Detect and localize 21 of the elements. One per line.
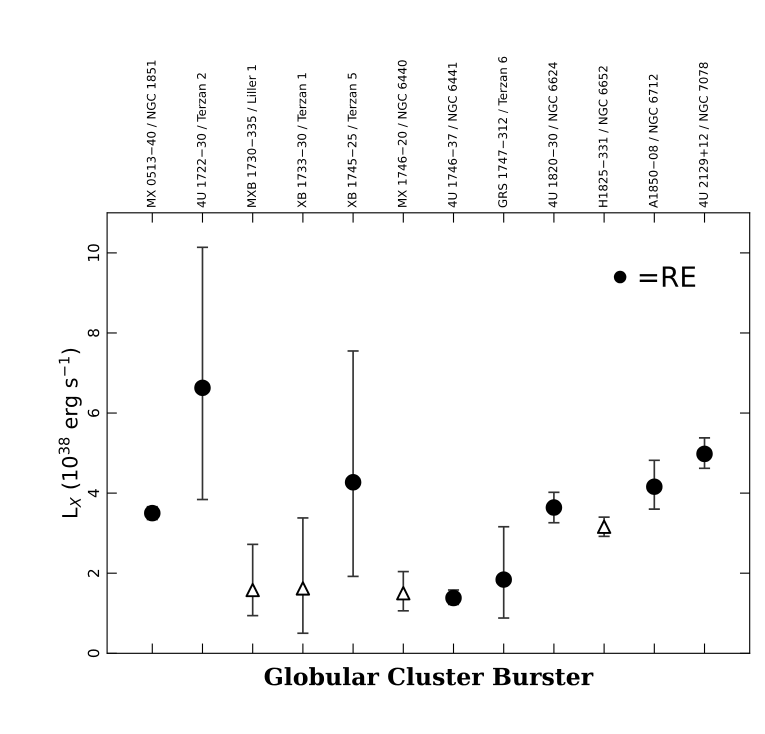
- x-axis-title: Globular Cluster Burster: [264, 667, 594, 686]
- x-tick-label: MX 1746−20 / NGC 6440: [398, 60, 408, 207]
- y-tick-label: 10: [88, 244, 100, 261]
- y-tick-label: 8: [88, 329, 100, 337]
- x-tick-label: 4U 1746−37 / NGC 6441: [448, 62, 458, 208]
- x-tick-label: 4U 1722−30 / Terzan 2: [196, 73, 207, 208]
- x-tick-label: XB 1745−25 / Terzan 5: [348, 73, 358, 208]
- y-tick-label: 0: [88, 649, 100, 658]
- legend-label: =RE: [640, 266, 696, 287]
- y-tick-label: 6: [88, 409, 100, 417]
- x-tick-label: XB 1733−30 / Terzan 1: [297, 73, 308, 208]
- x-tick-label: MX 0513−40 / NGC 1851: [146, 60, 157, 207]
- y-tick-label: 2: [88, 570, 100, 577]
- x-tick-label: MXB 1730−335 / Liller 1: [246, 65, 258, 207]
- x-tick-label: A1850−08 / NGC 6712: [648, 74, 659, 208]
- y-tick-label: 4: [88, 489, 100, 498]
- x-tick-label: GRS 1747−312 / Terzan 6: [498, 56, 508, 208]
- x-tick-label: H1825−331 / NGC 6652: [598, 66, 608, 207]
- x-tick-label: 4U 1820−30 / NGC 6624: [548, 62, 558, 208]
- x-tick-label: 4U 2129+12 / NGC 7078: [699, 62, 709, 208]
- y-axis-title: L$_{X}$ (10$^{38}$ erg s$^{−1}$): [58, 348, 82, 518]
